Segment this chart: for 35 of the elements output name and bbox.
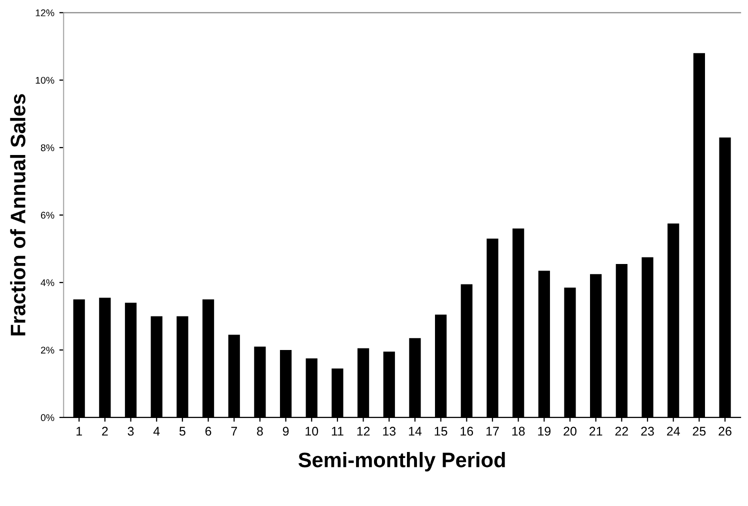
x-tick-label: 2 xyxy=(102,426,108,436)
x-tick-label: 20 xyxy=(564,426,576,436)
x-tick-label: 19 xyxy=(538,426,551,436)
x-tick-label: 1 xyxy=(76,426,82,436)
x-tick-label: 7 xyxy=(231,426,237,436)
y-axis-title: Fraction of Annual Sales xyxy=(10,94,26,336)
x-tick-label: 12 xyxy=(357,426,370,436)
x-tick-label: 8 xyxy=(257,426,263,436)
y-tick-label: 4% xyxy=(40,279,54,286)
x-tick-label: 11 xyxy=(332,426,344,436)
y-tick-label: 6% xyxy=(40,212,54,219)
x-tick-label: 6 xyxy=(205,426,212,436)
x-tick-label: 17 xyxy=(486,426,499,436)
x-tick-label: 25 xyxy=(692,426,706,436)
y-tick-label: 2% xyxy=(40,346,54,354)
y-tick-label: 10% xyxy=(36,76,54,84)
x-tick-label: 23 xyxy=(641,426,654,436)
x-tick-label: 5 xyxy=(179,426,186,436)
x-tick-label: 14 xyxy=(408,426,422,436)
x-axis-title: Semi-monthly Period xyxy=(298,452,505,472)
x-tick-label: 15 xyxy=(434,426,448,436)
x-tick-label: 18 xyxy=(512,426,525,436)
y-tick-label: 8% xyxy=(40,144,54,152)
x-tick-label: 4 xyxy=(153,426,160,436)
y-tick-label: 0% xyxy=(40,414,54,422)
y-tick-label: 12% xyxy=(36,9,54,16)
x-tick-label: 24 xyxy=(667,426,680,436)
x-tick-label: 3 xyxy=(128,426,134,436)
x-tick-label: 26 xyxy=(718,426,732,436)
x-tick-label: 10 xyxy=(306,426,318,436)
x-tick-label: 21 xyxy=(590,426,602,436)
x-tick-label: 22 xyxy=(615,426,628,436)
x-tick-label: 16 xyxy=(460,426,474,436)
x-tick-label: 9 xyxy=(282,426,289,436)
x-tick-label: 13 xyxy=(383,426,396,436)
